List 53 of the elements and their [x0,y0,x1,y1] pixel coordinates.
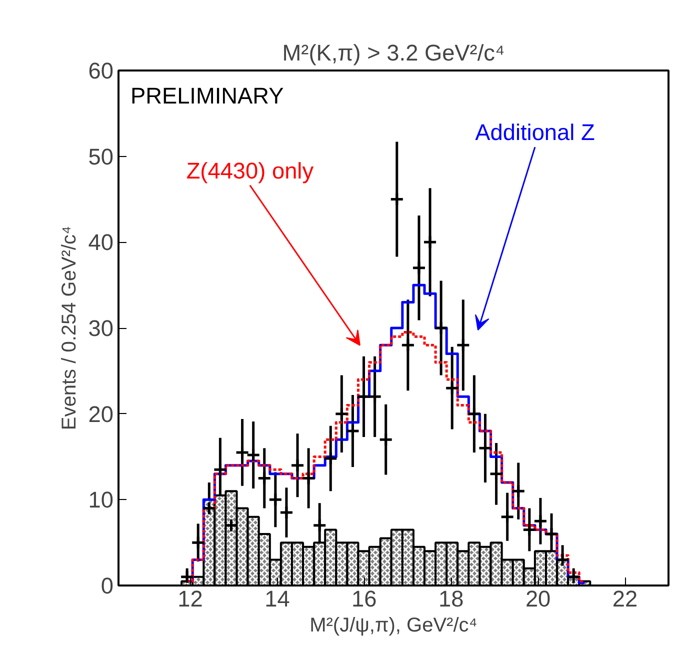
x-tick-label: 12 [178,586,203,612]
point [500,510,515,524]
point [478,440,492,456]
x-tick-label: 16 [352,586,377,612]
point [390,192,404,206]
point [489,466,504,482]
x-tick-label: 20 [525,586,551,612]
point [301,470,316,486]
y-tick-label: 0 [100,572,114,598]
point [533,514,548,528]
point [522,522,537,537]
y-axis-title: Events / 0.254 GeV²/c⁴ [58,226,80,430]
point [202,501,216,516]
point [180,570,194,584]
point [422,234,438,250]
y-tick-label: 20 [88,400,114,427]
point [334,406,349,422]
y-tick-label: 40 [88,229,114,256]
point [555,552,570,567]
point [456,338,470,352]
x-axis-title: M²(J/ψ,π), GeV²/c⁴ [310,614,478,636]
point [257,470,272,486]
y-tick-label: 10 [88,486,114,513]
point [190,535,206,550]
point [566,570,581,584]
x-tick-label: 22 [612,586,638,612]
y-tick-label: 50 [88,143,114,170]
point [246,448,261,462]
x-tick-label: 14 [264,586,290,612]
y-tick-label: 60 [88,58,114,84]
point [368,389,382,404]
point [511,484,526,498]
point [444,380,460,396]
point [312,518,327,533]
point [290,458,305,473]
point [345,424,360,438]
point [323,451,338,466]
point [268,492,283,507]
point [544,526,559,542]
point [466,406,482,422]
point [412,260,426,276]
point [279,505,294,520]
point [400,338,416,352]
annotation: PRELIMINARY [130,82,284,108]
text: Z(4430) only [186,157,314,184]
point [434,320,448,336]
chart-title: M²(K,π) > 3.2 GeV²/c⁴ [282,40,505,66]
y-tick-label: 30 [88,315,114,341]
point [235,445,250,460]
x-tick-label: 18 [438,586,464,612]
point [212,462,228,477]
text: Additional Z [475,119,595,146]
point [378,432,394,447]
